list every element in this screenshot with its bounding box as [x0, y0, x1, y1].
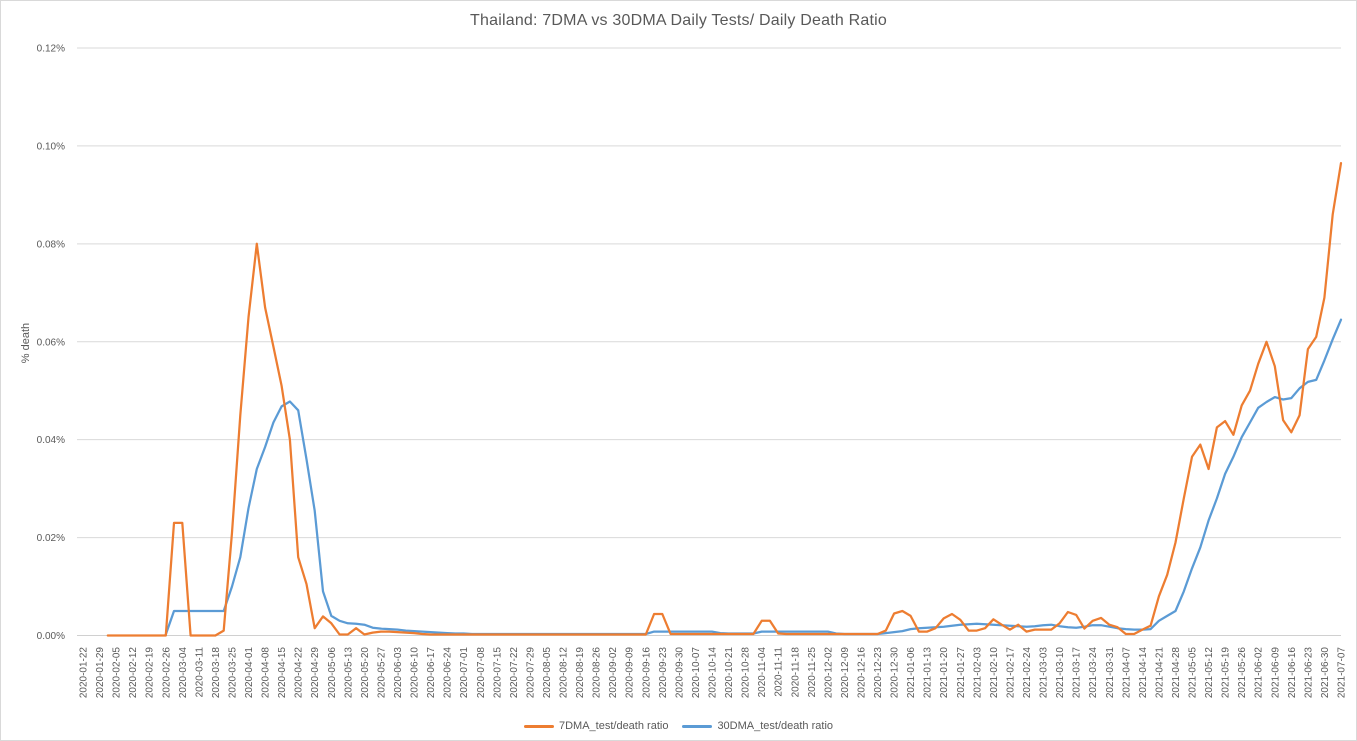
x-tick-label: 2020-08-26: [592, 647, 603, 699]
x-tick-label: 2020-01-22: [79, 647, 90, 699]
x-tick-label: 2021-05-19: [1221, 647, 1232, 699]
x-tick-label: 2020-10-21: [724, 647, 735, 699]
x-tick-label: 2020-10-28: [741, 647, 752, 699]
x-tick-label: 2020-04-01: [244, 647, 255, 699]
y-tick-label: 0.06%: [37, 337, 65, 348]
chart-title: Thailand: 7DMA vs 30DMA Daily Tests/ Dai…: [470, 12, 887, 29]
x-tick-label: 2020-11-11: [774, 647, 785, 697]
x-tick-label: 2020-07-22: [509, 647, 520, 699]
x-tick-label: 2021-04-28: [1171, 647, 1182, 699]
x-tick-label: 2020-11-04: [757, 647, 768, 698]
y-tick-label: 0.04%: [37, 435, 65, 446]
x-tick-label: 2020-02-05: [112, 647, 123, 699]
x-tick-label: 2020-03-25: [227, 647, 238, 699]
x-tick-label: 2021-01-20: [939, 647, 950, 699]
x-tick-label: 2021-06-02: [1254, 647, 1265, 699]
x-tick-label: 2020-07-15: [492, 647, 503, 699]
x-tick-label: 2020-10-14: [708, 647, 719, 699]
x-tick-label: 2020-12-30: [890, 647, 901, 699]
x-tick-label: 2021-06-23: [1303, 647, 1314, 699]
legend-item-30dma: 30DMA_test/death ratio: [682, 720, 833, 732]
x-tick-label: 2020-03-18: [211, 647, 222, 699]
x-tick-label: 2020-12-09: [840, 647, 851, 699]
x-tick-label: 2021-02-03: [972, 647, 983, 699]
legend-label-7dma: 7DMA_test/death ratio: [558, 720, 669, 732]
y-tick-label: 0.08%: [37, 239, 65, 250]
x-tick-label: 2020-09-23: [658, 647, 669, 699]
x-tick-label: 2020-09-16: [641, 647, 652, 699]
x-tick-label: 2020-11-25: [807, 647, 818, 698]
x-tick-label: 2020-07-29: [525, 647, 536, 699]
y-tick-label: 0.00%: [37, 631, 65, 642]
x-tick-label: 2021-01-06: [906, 647, 917, 699]
x-tick-label: 2021-02-17: [1005, 647, 1016, 699]
x-tick-label: 2020-03-04: [178, 647, 189, 699]
x-tick-label: 2020-06-10: [410, 647, 421, 699]
x-tick-label: 2020-01-29: [95, 647, 106, 699]
x-tick-label: 2020-09-02: [608, 647, 619, 699]
x-tick-label: 2020-12-02: [823, 647, 834, 699]
x-tick-label: 2020-03-11: [194, 647, 205, 698]
y-tick-label: 0.10%: [37, 141, 65, 152]
legend: 7DMA_test/death ratio 30DMA_test/death r…: [1, 720, 1356, 732]
x-tick-label: 2020-09-30: [674, 647, 685, 699]
legend-item-7dma: 7DMA_test/death ratio: [523, 720, 669, 732]
x-tick-label: 2021-02-10: [989, 647, 1000, 699]
x-tick-label: 2021-05-26: [1237, 647, 1248, 699]
x-tick-label: 2021-07-07: [1337, 647, 1348, 699]
y-tick-label: 0.02%: [37, 533, 65, 544]
x-tick-label: 2021-06-16: [1287, 647, 1298, 699]
x-tick-label: 2021-03-31: [1105, 647, 1116, 699]
x-tick-label: 2021-06-30: [1320, 647, 1331, 699]
x-tick-label: 2021-03-03: [1039, 647, 1050, 699]
x-tick-label: 2020-07-08: [476, 647, 487, 699]
x-tick-label: 2021-03-10: [1055, 647, 1066, 699]
x-tick-label: 2021-03-17: [1072, 647, 1083, 699]
x-tick-label: 2020-06-03: [393, 647, 404, 699]
x-tick-label: 2020-05-20: [360, 647, 371, 699]
x-tick-label: 2021-01-13: [923, 647, 934, 699]
x-tick-label: 2021-04-21: [1154, 647, 1165, 699]
x-tick-label: 2020-06-17: [426, 647, 437, 699]
x-tick-label: 2020-04-08: [261, 647, 272, 699]
x-tick-label: 2020-04-15: [277, 647, 288, 699]
x-tick-label: 2020-02-26: [161, 647, 172, 699]
x-tick-label: 2020-04-29: [310, 647, 321, 699]
legend-swatch-7dma-line: [523, 724, 554, 728]
x-tick-label: 2021-03-24: [1088, 647, 1099, 699]
x-tick-label: 2020-07-01: [459, 647, 470, 699]
x-tick-label: 2021-02-24: [1022, 647, 1033, 699]
x-tick-label: 2020-10-07: [691, 647, 702, 699]
legend-swatch-30dma-line: [682, 724, 713, 728]
x-tick-label: 2020-12-23: [873, 647, 884, 699]
x-tick-label: 2020-05-06: [327, 647, 338, 699]
x-tick-label: 2020-05-27: [376, 647, 387, 699]
x-tick-label: 2021-06-09: [1270, 647, 1281, 699]
x-tick-label: 2020-08-12: [559, 647, 570, 699]
x-tick-label: 2021-04-14: [1138, 647, 1149, 699]
y-tick-label: 0.12%: [37, 44, 65, 55]
x-tick-label: 2020-06-24: [443, 647, 454, 699]
x-tick-label: 2020-08-05: [542, 647, 553, 699]
x-tick-label: 2021-01-27: [956, 647, 967, 699]
legend-label-30dma: 30DMA_test/death ratio: [717, 720, 834, 732]
x-tick-label: 2021-05-12: [1204, 647, 1215, 699]
x-tick-label: 2020-11-18: [790, 647, 801, 698]
series-line-30dma: [164, 318, 1343, 636]
x-tick-label: 2020-02-19: [145, 647, 156, 699]
x-tick-label: 2020-08-19: [575, 647, 586, 699]
x-tick-label: 2020-04-22: [294, 647, 305, 699]
x-tick-label: 2020-02-12: [128, 647, 139, 699]
x-tick-label: 2020-05-13: [343, 647, 354, 699]
x-tick-label: 2021-04-07: [1121, 647, 1132, 699]
x-tick-label: 2020-09-09: [625, 647, 636, 699]
series-line-7dma: [106, 161, 1343, 637]
x-tick-label: 2020-12-16: [856, 647, 867, 699]
x-tick-label: 2021-05-05: [1188, 647, 1199, 699]
